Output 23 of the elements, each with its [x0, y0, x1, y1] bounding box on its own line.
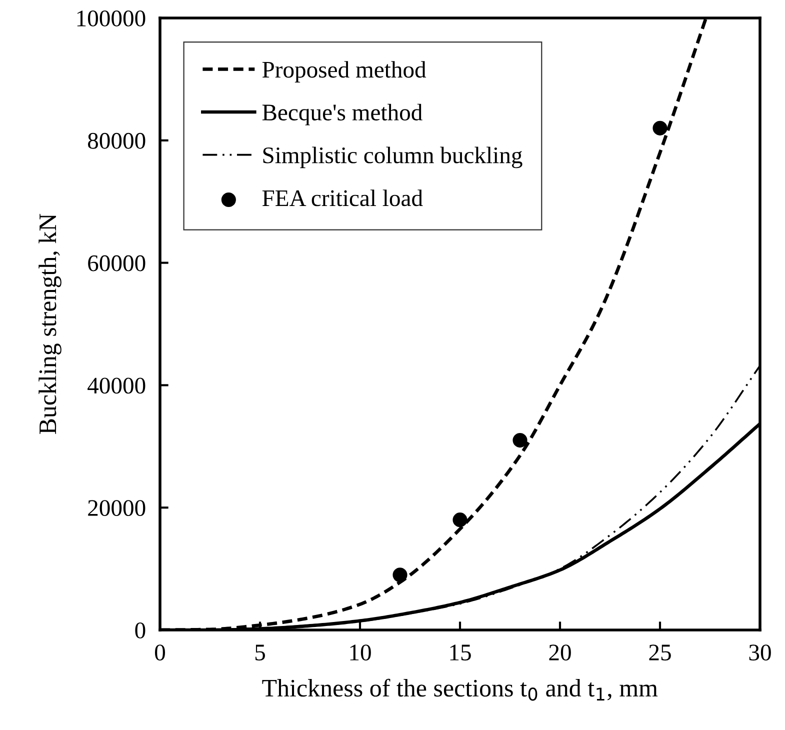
legend-label: Simplistic column buckling: [263, 146, 522, 168]
x-tick-label: 30: [749, 644, 771, 661]
legend-label: Becque's method: [262, 104, 422, 126]
y-tick-label: 80000: [88, 132, 146, 149]
point: [652, 120, 668, 136]
x-axis-title: Thickness of the sections t$_{0}$ and t$_{1}$, mm: [262, 678, 658, 701]
x-tick-label: 20: [549, 644, 571, 661]
y-tick-label: 60000: [88, 255, 146, 272]
point: [392, 568, 408, 582]
x-tick-label: 25: [649, 644, 671, 661]
point: [512, 433, 528, 448]
x-tick-label: 15: [450, 644, 471, 661]
legend-label: FEA critical load: [262, 190, 423, 206]
x-tick-label: 10: [350, 644, 371, 661]
y-tick-label: 100000: [77, 10, 146, 26]
point: [452, 512, 468, 528]
legend-label: Proposed method: [262, 61, 426, 82]
x-tick-label: 5: [255, 644, 265, 661]
y-tick-label: 40000: [88, 378, 146, 394]
x-tick-label: 0: [154, 644, 166, 661]
y-tick-label: 0: [135, 622, 146, 638]
y-tick-label: 20000: [88, 500, 146, 516]
y-axis-title: Buckling strength, kN: [38, 214, 62, 434]
